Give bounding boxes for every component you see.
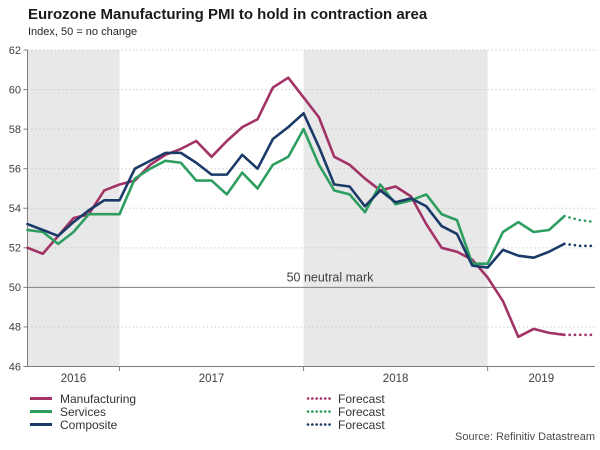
legend-series-column: Manufacturing Services Composite [28, 391, 137, 432]
legend-label: Forecast [338, 417, 385, 432]
series-line-composite [26, 112, 566, 269]
legend-label: Composite [60, 417, 118, 432]
line-swatch-manufacturing [30, 397, 52, 400]
line-swatch-composite [30, 423, 52, 426]
x-year-label: 2018 [383, 373, 409, 385]
legend-label: Manufacturing [60, 391, 137, 406]
y-tick-label: 50 [9, 282, 21, 294]
legend-label: Services [60, 404, 107, 419]
x-year-label: 2019 [529, 373, 555, 385]
y-tick-label: 60 [9, 84, 21, 96]
legend-label: Forecast [338, 404, 385, 419]
y-axis-labels: 46 48 50 52 54 56 58 60 62 [9, 45, 21, 373]
legend-item-manufacturing-forecast: Forecast [306, 391, 385, 406]
x-axis-labels: 2016 2017 2018 2019 [61, 373, 554, 385]
x-year-label: 2016 [61, 373, 87, 385]
forecast-line-services [563, 214, 597, 224]
x-year-label: 2017 [199, 373, 225, 385]
y-tick-label: 54 [9, 203, 21, 215]
y-tick-label: 48 [9, 322, 21, 334]
forecast-dotted-swatch-services-forecast [306, 410, 332, 413]
forecast-line-composite [563, 242, 597, 248]
y-tick-label: 58 [9, 124, 21, 136]
axes [23, 49, 595, 371]
legend-item-services: Services [28, 404, 136, 419]
y-tick-label: 56 [9, 163, 21, 175]
source-credit: Source: Refinitiv Datastream [455, 431, 595, 443]
chart-subtitle: Index, 50 = no change [28, 26, 138, 38]
y-tick-label: 46 [9, 361, 21, 373]
neutral-mark-label: 50 neutral mark [287, 270, 375, 284]
legend-item-composite-forecast: Forecast [306, 417, 385, 432]
line-swatch-services [30, 410, 52, 413]
legend-item-manufacturing: Manufacturing [28, 391, 137, 406]
legend-item-composite: Composite [28, 417, 136, 432]
y-tick-label: 52 [9, 243, 21, 255]
legend-item-services-forecast: Forecast [306, 404, 385, 419]
series-line-services [26, 127, 566, 265]
chart-title: Eurozone Manufacturing PMI to hold in co… [28, 6, 428, 23]
forecast-dotted-swatch-composite-forecast [306, 423, 332, 426]
forecast-dotted-swatch-manufacturing-forecast [306, 397, 332, 400]
y-tick-label: 62 [9, 45, 21, 57]
legend-label: Forecast [338, 391, 385, 406]
legend-forecast-column: Forecast Forecast Forecast [306, 391, 385, 432]
